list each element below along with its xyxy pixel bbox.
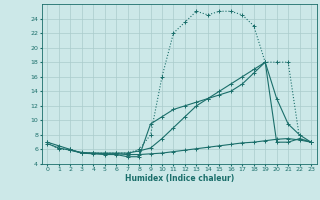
X-axis label: Humidex (Indice chaleur): Humidex (Indice chaleur) (124, 174, 234, 183)
